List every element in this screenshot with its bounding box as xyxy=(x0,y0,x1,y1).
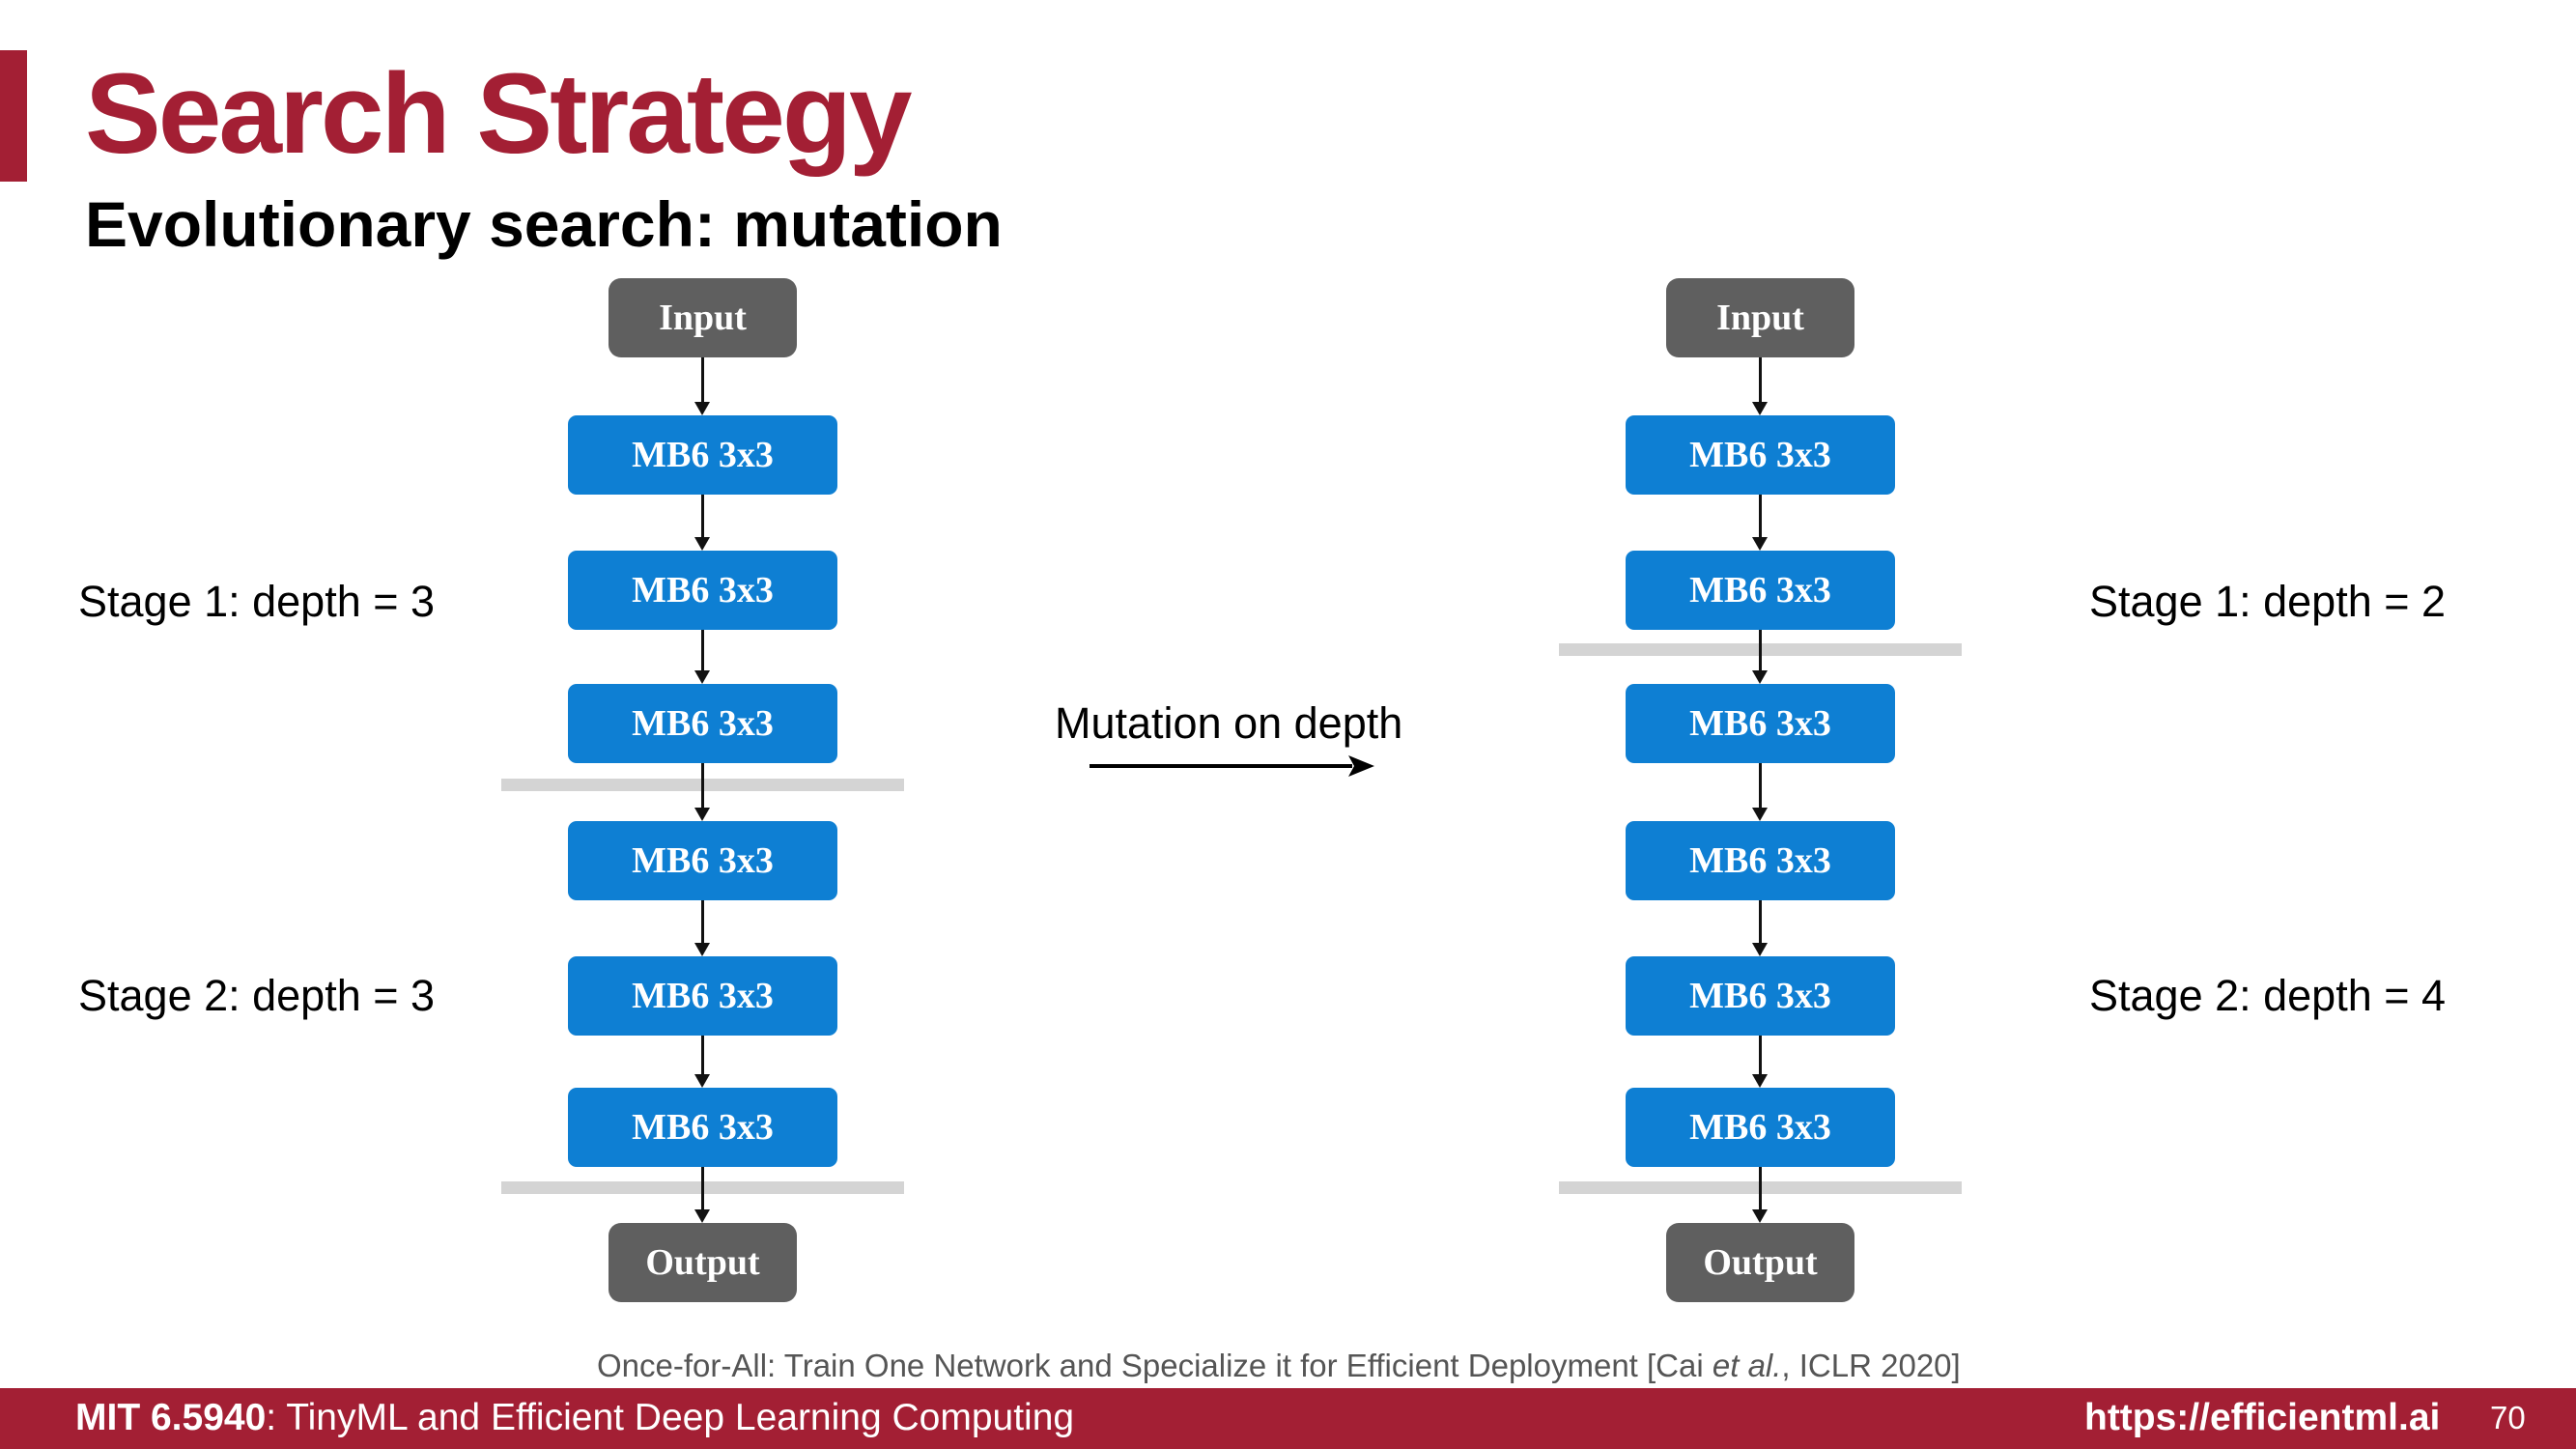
arrow-head xyxy=(694,402,710,415)
citation-venue: , ICLR 2020] xyxy=(1781,1348,1961,1383)
arrow-head xyxy=(694,808,710,821)
right-mb-block-5: MB6 3x3 xyxy=(1626,956,1895,1036)
arrow-line xyxy=(701,900,704,943)
arrow-line xyxy=(1759,495,1762,537)
left-mb-block-1: MB6 3x3 xyxy=(568,415,837,495)
citation: Once-for-All: Train One Network and Spec… xyxy=(597,1350,1961,1381)
slide-title: Search Strategy xyxy=(85,50,913,178)
arrow-line xyxy=(1759,763,1762,808)
left-mb-block-5: MB6 3x3 xyxy=(568,956,837,1036)
arrow-head xyxy=(1752,402,1768,415)
arrow-head xyxy=(1752,1209,1768,1223)
mutation-label: Mutation on depth xyxy=(1055,698,1403,748)
arrow-head xyxy=(694,670,710,684)
arrow-head xyxy=(694,537,710,551)
right-output-block: Output xyxy=(1666,1223,1854,1302)
right-mb-block-6: MB6 3x3 xyxy=(1626,1088,1895,1167)
slide-subtitle: Evolutionary search: mutation xyxy=(85,188,1003,260)
arrow-head xyxy=(1752,943,1768,956)
right-mb-block-3: MB6 3x3 xyxy=(1626,684,1895,763)
arrow-line xyxy=(701,763,704,810)
footer-course-name: : TinyML and Efficient Deep Learning Com… xyxy=(266,1397,1075,1438)
arrow-head xyxy=(694,943,710,956)
arrow-line xyxy=(1759,357,1762,402)
arrow-line xyxy=(701,357,704,402)
arrow-head xyxy=(1752,537,1768,551)
arrow-line xyxy=(1759,1167,1762,1209)
footer-course: MIT 6.5940: TinyML and Efficient Deep Le… xyxy=(75,1399,1074,1436)
left-input-block: Input xyxy=(609,278,797,357)
right-mb-block-2: MB6 3x3 xyxy=(1626,551,1895,630)
right-stage2-label: Stage 2: depth = 4 xyxy=(2089,971,2447,1020)
citation-etal: et al. xyxy=(1712,1348,1782,1383)
left-mb-block-3: MB6 3x3 xyxy=(568,684,837,763)
right-stage1-label: Stage 1: depth = 2 xyxy=(2089,577,2447,626)
right-input-block: Input xyxy=(1666,278,1854,357)
right-mb-block-4: MB6 3x3 xyxy=(1626,821,1895,900)
left-mb-block-4: MB6 3x3 xyxy=(568,821,837,900)
arrow-line xyxy=(1759,900,1762,943)
arrow-head xyxy=(694,1209,710,1223)
left-output-block: Output xyxy=(609,1223,797,1302)
arrow-head xyxy=(694,1074,710,1088)
mutation-arrow-icon xyxy=(1090,755,1374,777)
arrow-head xyxy=(1752,670,1768,684)
footer-url-link[interactable]: https://efficientml.ai xyxy=(2084,1397,2441,1438)
arrow-head xyxy=(1752,808,1768,821)
arrow-line xyxy=(701,495,704,537)
arrow-line xyxy=(1759,630,1762,670)
left-mb-block-6: MB6 3x3 xyxy=(568,1088,837,1167)
page-number: 70 xyxy=(2490,1400,2526,1435)
title-accent-bar xyxy=(0,50,27,182)
left-stage2-label: Stage 2: depth = 3 xyxy=(78,971,436,1020)
left-mb-block-2: MB6 3x3 xyxy=(568,551,837,630)
citation-text: Once-for-All: Train One Network and Spec… xyxy=(597,1348,1713,1383)
left-stage1-label: Stage 1: depth = 3 xyxy=(78,577,436,626)
footer-course-code: MIT 6.5940 xyxy=(75,1397,267,1438)
arrow-head xyxy=(1752,1074,1768,1088)
arrow-line xyxy=(701,1036,704,1074)
arrow-line xyxy=(701,1167,704,1209)
arrow-line xyxy=(701,630,704,670)
footer-bar: MIT 6.5940: TinyML and Efficient Deep Le… xyxy=(0,1388,2576,1449)
right-mb-block-1: MB6 3x3 xyxy=(1626,415,1895,495)
arrow-line xyxy=(1759,1036,1762,1074)
